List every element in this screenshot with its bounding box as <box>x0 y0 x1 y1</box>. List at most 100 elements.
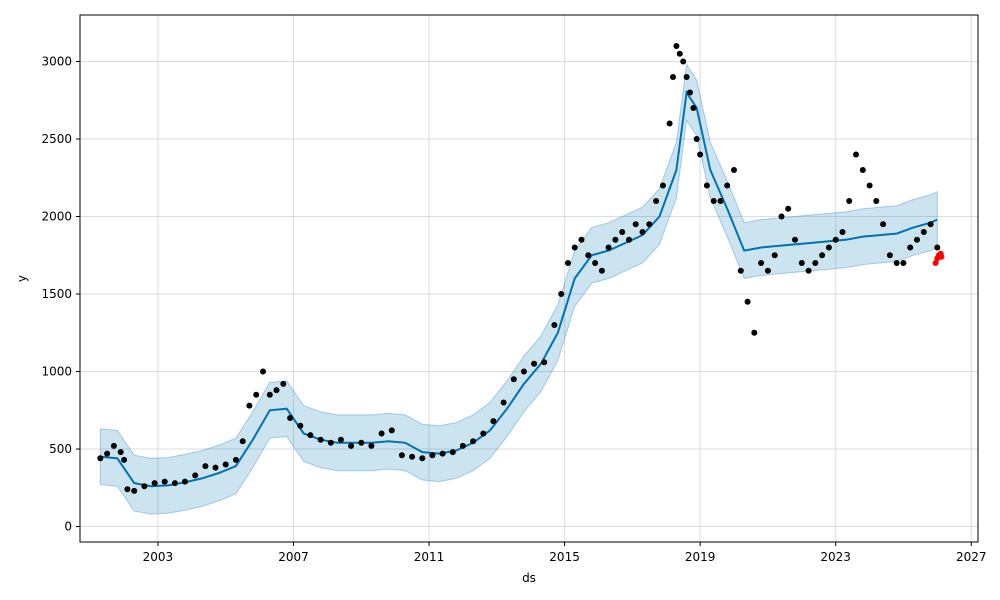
observed-point <box>893 260 900 266</box>
observed-point <box>666 120 673 127</box>
observed-point <box>480 430 487 437</box>
observed-point <box>866 182 873 189</box>
observed-point <box>690 105 697 111</box>
observed-point <box>646 221 653 228</box>
observed-point <box>927 221 934 228</box>
observed-point <box>900 260 907 266</box>
observed-point <box>717 198 724 204</box>
observed-point <box>578 236 585 243</box>
observed-point <box>239 438 246 445</box>
observed-point <box>124 486 131 493</box>
observed-point <box>110 442 117 449</box>
observed-point <box>859 167 866 173</box>
observed-point <box>192 472 199 479</box>
observed-point <box>531 360 538 367</box>
observed-point <box>368 442 375 449</box>
observed-point <box>490 418 497 425</box>
observed-point <box>683 74 690 80</box>
observed-point <box>280 380 287 387</box>
observed-point <box>771 252 778 259</box>
observed-point <box>825 244 832 251</box>
observed-point <box>839 229 846 235</box>
grid <box>80 15 978 542</box>
observed-point <box>605 244 612 251</box>
recent-points <box>932 250 945 266</box>
observed-point <box>500 399 507 406</box>
observed-point <box>459 442 466 449</box>
observed-point <box>687 89 693 96</box>
observed-point <box>639 229 646 235</box>
observed-point <box>182 478 188 485</box>
observed-point <box>585 252 592 259</box>
observed-point <box>632 221 639 228</box>
observed-point <box>202 463 209 470</box>
observed-point <box>703 182 710 189</box>
observed-point <box>551 322 558 328</box>
observed-point <box>731 167 737 173</box>
plot-frame <box>79 14 979 543</box>
x-tick-label: 2011 <box>414 550 445 564</box>
observed-point <box>287 415 294 421</box>
observed-point <box>378 430 385 437</box>
observed-point <box>232 456 239 463</box>
observed-point <box>212 464 219 471</box>
observed-point <box>697 151 704 158</box>
observed-point <box>914 236 920 243</box>
observed-point <box>161 478 168 485</box>
observed-point <box>141 483 148 490</box>
observed-point <box>676 50 683 57</box>
observed-point <box>337 436 344 443</box>
x-tick-label: 2027 <box>956 550 987 564</box>
observed-point <box>846 198 853 204</box>
observed-point <box>619 229 626 235</box>
observed-point <box>592 260 599 266</box>
observed-point <box>222 461 229 468</box>
observed-point <box>558 291 565 297</box>
observed-point <box>744 298 751 305</box>
observed-point <box>398 452 405 459</box>
observed-point <box>565 260 571 266</box>
observed-point <box>751 329 758 336</box>
observed-point <box>724 182 731 189</box>
observed-point <box>880 221 887 228</box>
y-tick-label: 1500 <box>41 287 72 301</box>
observed-point <box>439 450 446 457</box>
observed-point <box>673 43 680 49</box>
y-tick-label: 3000 <box>41 55 72 69</box>
x-tick-label: 2023 <box>820 550 851 564</box>
x-tick-label: 2015 <box>549 550 580 564</box>
observed-points <box>97 43 941 494</box>
x-tick-label: 2007 <box>278 550 309 564</box>
observed-point <box>737 267 744 274</box>
observed-point <box>327 439 334 446</box>
observed-point <box>510 376 517 383</box>
observed-point <box>764 267 771 274</box>
observed-point <box>97 455 104 462</box>
observed-point <box>798 260 805 266</box>
forecast-yhat-line <box>100 89 938 488</box>
observed-point <box>151 480 158 487</box>
observed-point <box>693 136 700 142</box>
observed-point <box>653 198 660 204</box>
observed-point <box>246 402 253 409</box>
observed-point <box>812 260 819 266</box>
y-tick-label: 500 <box>49 442 72 456</box>
observed-point <box>131 487 138 494</box>
observed-point <box>388 427 395 434</box>
observed-point <box>778 213 785 220</box>
x-tick-label: 2019 <box>685 550 716 564</box>
observed-point <box>853 151 859 158</box>
x-axis: 2003 2007 2011 2015 2019 2023 2027 <box>143 542 987 564</box>
observed-point <box>785 205 792 212</box>
y-tick-label: 0 <box>64 520 72 534</box>
observed-point <box>920 229 927 235</box>
x-tick-label: 2003 <box>143 550 174 564</box>
observed-point <box>470 438 477 445</box>
observed-point <box>429 452 436 459</box>
observed-point <box>680 58 687 65</box>
observed-point <box>541 359 548 366</box>
observed-point <box>358 439 365 446</box>
y-tick-label: 1000 <box>41 365 72 379</box>
